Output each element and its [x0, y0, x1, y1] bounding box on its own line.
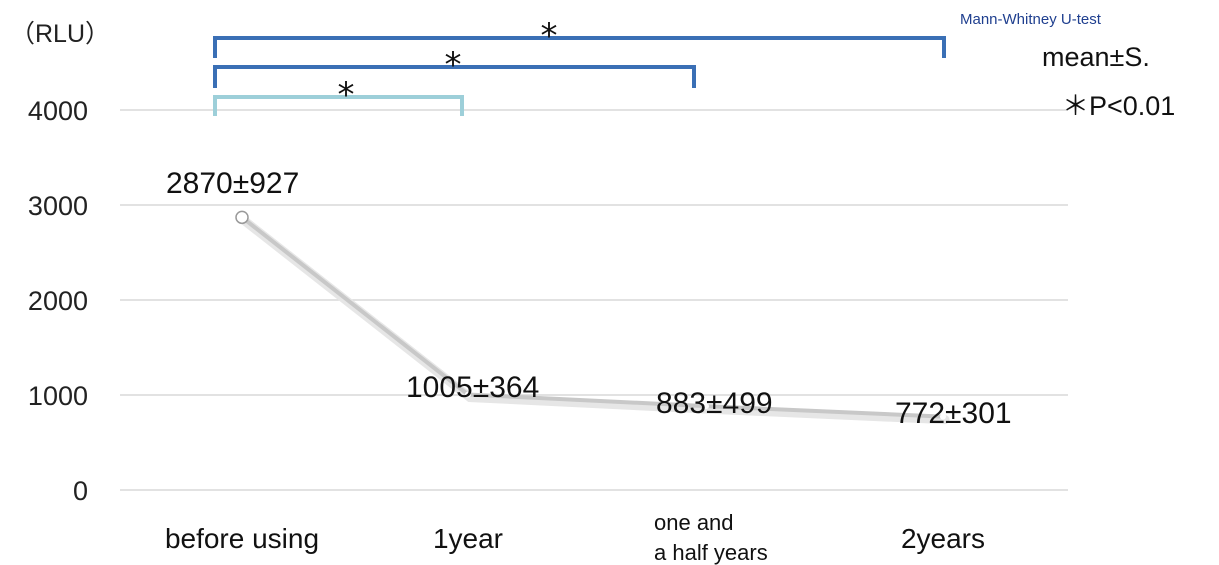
series-line-path — [242, 217, 943, 416]
series-line — [236, 211, 946, 419]
significance-bracket — [215, 38, 944, 58]
y-tick-label: 4000 — [28, 96, 88, 126]
test-note: Mann-Whitney U-test — [960, 11, 1102, 28]
x-tick-label: 1year — [433, 523, 503, 554]
y-tick-label: 1000 — [28, 381, 88, 411]
y-tick-label: 3000 — [28, 191, 88, 221]
series-line-shadow — [244, 220, 945, 419]
x-tick-label: a half years — [654, 540, 768, 565]
notes: Mann-Whitney U-test mean±S. ＊P<0.01 — [960, 11, 1175, 121]
y-axis-unit: （RLU） — [10, 20, 110, 48]
data-labels: 2870±927 1005±364 883±499 772±301 — [166, 167, 1012, 430]
significance-star: * — [541, 16, 558, 56]
y-axis: 0 1000 2000 3000 4000 （RLU） — [10, 20, 110, 506]
significance-star: * — [445, 45, 462, 85]
x-axis: before using 1year one and a half years 2yea… — [165, 510, 985, 565]
significance-brackets: * * * — [215, 16, 944, 116]
data-label: 883±499 — [656, 387, 773, 420]
x-tick-label: one and — [654, 510, 734, 535]
x-tick-label: before using — [165, 523, 319, 554]
data-label: 1005±364 — [406, 371, 539, 404]
data-label: 772±301 — [895, 397, 1012, 430]
y-tick-label: 2000 — [28, 286, 88, 316]
significance-star: * — [338, 75, 355, 115]
data-point — [236, 211, 248, 223]
data-label: 2870±927 — [166, 167, 299, 200]
pvalue-note: ＊P<0.01 — [1062, 91, 1175, 121]
y-tick-label: 0 — [73, 476, 88, 506]
stat-note: mean±S. — [1042, 42, 1150, 72]
x-tick-label: 2years — [901, 523, 985, 554]
